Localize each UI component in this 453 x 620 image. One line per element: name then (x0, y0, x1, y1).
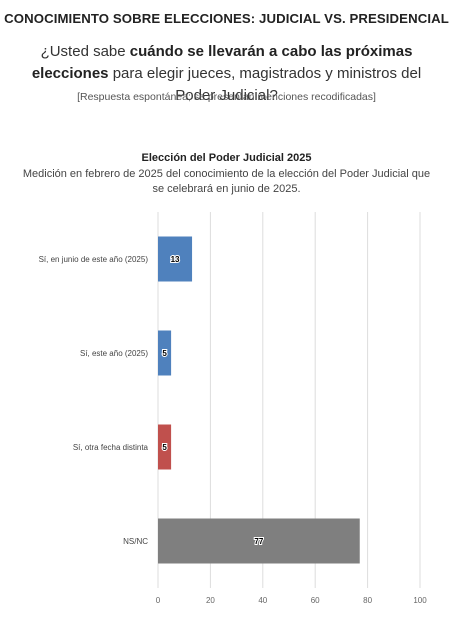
bar (158, 518, 360, 564)
x-tick-label: 60 (311, 596, 320, 605)
category-label: Sí, en junio de este año (2025) (39, 255, 149, 264)
chart-title: Elección del Poder Judicial 2025 (141, 152, 312, 164)
x-tick-label: 80 (363, 596, 372, 605)
bar (158, 236, 193, 282)
question-suffix: para elegir jueces, magistrados y minist… (108, 65, 422, 104)
chart-subtitle: Medición en febrero de 2025 del conocimi… (22, 168, 431, 195)
category-label: Sí, otra fecha distinta (73, 443, 149, 452)
x-tick-label: 20 (206, 596, 215, 605)
page-title: CONOCIMIENTO SOBRE ELECCIONES: JUDICIAL … (4, 11, 449, 26)
category-label: Sí, este año (2025) (80, 349, 148, 358)
x-tick-label: 100 (413, 596, 427, 605)
category-label: NS/NC (123, 537, 148, 546)
question-prefix: ¿Usted sabe (40, 43, 130, 60)
bar (158, 424, 172, 470)
data-label: 5 (162, 443, 167, 452)
x-tick-label: 0 (156, 596, 161, 605)
data-label: 5 (162, 349, 167, 358)
x-tick-label: 40 (258, 596, 267, 605)
question-emphasis: cuándo se llevarán a cabo las próximas e… (31, 43, 413, 82)
data-label: 77 (254, 537, 263, 546)
survey-question: ¿Usted sabe cuándo se llevarán a cabo la… (10, 41, 443, 107)
response-note: [Respuesta espontánea; se presentan menc… (77, 91, 376, 103)
data-label: 13 (171, 255, 180, 264)
bar (158, 330, 172, 376)
